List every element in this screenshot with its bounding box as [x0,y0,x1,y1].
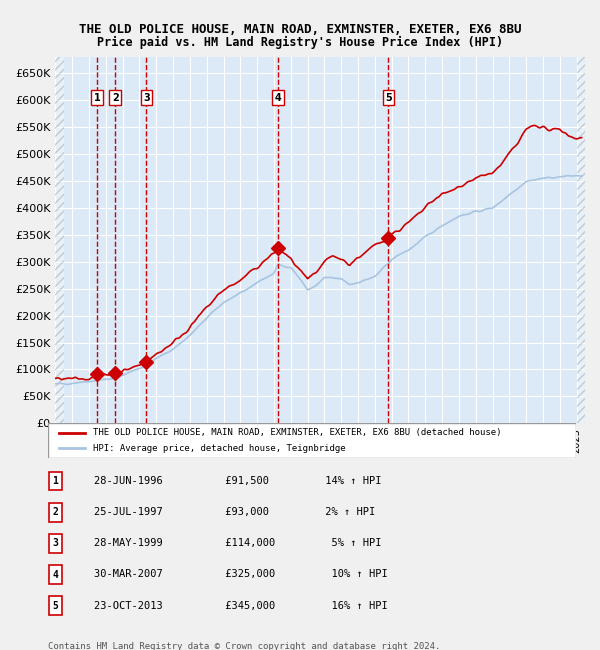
Bar [577,57,585,423]
Text: 5: 5 [385,92,392,103]
Text: Contains HM Land Registry data © Crown copyright and database right 2024.: Contains HM Land Registry data © Crown c… [48,642,440,650]
Text: THE OLD POLICE HOUSE, MAIN ROAD, EXMINSTER, EXETER, EX6 8BU (detached house): THE OLD POLICE HOUSE, MAIN ROAD, EXMINST… [93,428,502,437]
Text: 4: 4 [53,569,58,580]
Text: 25-JUL-1997          £93,000         2% ↑ HPI: 25-JUL-1997 £93,000 2% ↑ HPI [69,507,375,517]
Text: HPI: Average price, detached house, Teignbridge: HPI: Average price, detached house, Teig… [93,444,346,453]
Bar [55,57,64,423]
Text: 23-OCT-2013          £345,000         16% ↑ HPI: 23-OCT-2013 £345,000 16% ↑ HPI [69,601,388,610]
FancyBboxPatch shape [49,503,62,521]
Text: 3: 3 [53,538,58,549]
FancyBboxPatch shape [49,534,62,552]
Text: 1: 1 [94,92,101,103]
FancyBboxPatch shape [49,597,62,615]
FancyBboxPatch shape [48,422,576,458]
Text: 2: 2 [53,507,58,517]
Text: THE OLD POLICE HOUSE, MAIN ROAD, EXMINSTER, EXETER, EX6 8BU: THE OLD POLICE HOUSE, MAIN ROAD, EXMINST… [79,23,521,36]
Text: 28-JUN-1996          £91,500         14% ↑ HPI: 28-JUN-1996 £91,500 14% ↑ HPI [69,476,382,486]
FancyBboxPatch shape [49,472,62,490]
Text: 3: 3 [143,92,149,103]
FancyBboxPatch shape [49,566,62,584]
Text: 30-MAR-2007          £325,000         10% ↑ HPI: 30-MAR-2007 £325,000 10% ↑ HPI [69,569,388,579]
Text: Price paid vs. HM Land Registry's House Price Index (HPI): Price paid vs. HM Land Registry's House … [97,36,503,49]
Text: 1: 1 [53,476,58,486]
Text: 5: 5 [53,601,58,611]
Text: 28-MAY-1999          £114,000         5% ↑ HPI: 28-MAY-1999 £114,000 5% ↑ HPI [69,538,382,548]
Text: 2: 2 [112,92,119,103]
Text: 4: 4 [275,92,281,103]
